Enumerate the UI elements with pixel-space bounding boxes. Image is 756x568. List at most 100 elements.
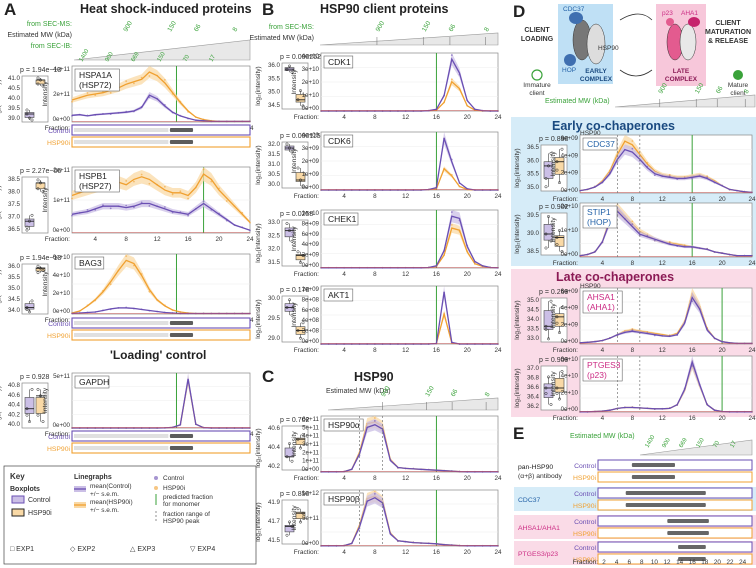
x-tick-label: 4 <box>342 271 346 278</box>
log2-axis-label: log₂(intensity) <box>0 269 2 308</box>
replicate-point <box>296 437 300 441</box>
control-point <box>653 334 656 337</box>
e-blot-label: Control <box>574 463 596 470</box>
replicate-point <box>544 185 548 189</box>
replicate-point <box>290 239 294 243</box>
y-tick-label: 2e+10 <box>561 203 579 210</box>
replicate-point <box>30 299 34 303</box>
mature-label: client <box>730 90 745 97</box>
control-point <box>435 108 438 111</box>
x-tick-label-e: 18 <box>701 559 709 566</box>
box <box>543 383 554 398</box>
x-tick-label: 20 <box>464 271 472 278</box>
replicate-point <box>288 146 291 150</box>
control-mean-line <box>579 295 752 345</box>
hsp90i-point <box>443 254 446 256</box>
hsp90i-point <box>646 162 649 164</box>
x-tick-label: 16 <box>433 475 441 482</box>
control-point <box>420 468 422 471</box>
hsp90i-point <box>140 273 143 275</box>
control-point <box>683 387 686 390</box>
control-point <box>102 204 104 207</box>
hsp90i-point <box>156 298 159 301</box>
box-tick-label: 40.6 <box>268 425 281 432</box>
e-band <box>667 531 709 535</box>
x-tick-label: 4 <box>342 549 346 556</box>
hsp90i-point <box>179 100 182 103</box>
y-tick-label: 0e+00 <box>53 308 71 315</box>
y-tick-label: 4e+10 <box>53 272 71 279</box>
ib-tick-label: 900 <box>105 51 116 63</box>
replicate-point <box>544 386 548 390</box>
mw-wedge <box>614 94 756 108</box>
client-loading-label: CLIENT <box>524 27 550 34</box>
hsp90i-point <box>171 193 174 196</box>
x-tick-label: 4 <box>601 196 605 203</box>
control-point <box>435 186 438 189</box>
replicate-point <box>39 266 42 270</box>
control-point <box>171 111 174 114</box>
legend-fraction-range: fraction range of <box>163 511 210 518</box>
control-point <box>86 311 89 314</box>
replicate-point <box>30 118 34 122</box>
box-tick-label: 39.5 <box>527 212 540 219</box>
hsp90i-point <box>631 220 634 223</box>
y-tick-label: 6e+11 <box>302 416 319 423</box>
protein-name: CDK6 <box>328 136 351 146</box>
estimated-mw: Estimated MW (kDa) <box>7 32 72 39</box>
replicate-point <box>285 533 289 537</box>
ib-tick-label: 17 <box>209 54 218 63</box>
replicate-point <box>28 420 31 424</box>
replicate-point <box>296 329 300 332</box>
box-tick-label: 29.5 <box>268 315 281 322</box>
fraction-label: Fraction: <box>294 114 319 121</box>
replicate-point <box>25 108 29 112</box>
e-row-label: pan-HSP90 <box>518 464 553 471</box>
mw-tick-label-e: 150 <box>696 437 707 449</box>
fraction-label: Fraction: <box>553 415 578 422</box>
control-point <box>601 339 604 342</box>
y-tick-label: 0e+00 <box>561 251 579 258</box>
control-point <box>202 200 205 203</box>
box-tick-label: 37.0 <box>527 365 540 372</box>
x-tick-label: 16 <box>185 236 193 243</box>
log2-axis-label: log₂(intensity) <box>0 79 2 118</box>
protein-name-box <box>323 212 359 226</box>
y-tick-label: 2e+09 <box>302 158 320 165</box>
box-tick-label: 34.0 <box>8 307 21 314</box>
protein-name: AKT1 <box>328 290 350 300</box>
hsp90i-point <box>78 310 81 312</box>
replicate-point <box>547 164 550 168</box>
x-tick-label: 12 <box>402 271 410 278</box>
e-blot-frame <box>597 553 753 565</box>
y-tick-label: 0e+00 <box>302 105 320 112</box>
hsp90i-smear <box>74 333 169 337</box>
box-tick-label: 31.5 <box>268 259 281 266</box>
y-tick-label: 4e+09 <box>561 305 579 312</box>
x-tick-label-e: 6 <box>627 559 631 566</box>
box-tick-label: 30.0 <box>268 181 281 188</box>
p23-shape <box>666 18 674 26</box>
protein-name-box <box>323 55 354 69</box>
protein-name-box <box>323 418 364 432</box>
ib-tick-label: 669 <box>131 51 142 63</box>
hsp90i-point <box>125 180 128 182</box>
fraction-label: Fraction: <box>294 475 319 482</box>
hsp90i-point <box>163 304 166 307</box>
box-tick-label: 32.5 <box>268 232 281 239</box>
legend-exp: ◇ EXP2 <box>70 546 95 553</box>
box <box>295 437 306 446</box>
protein-name-box <box>74 68 120 92</box>
hsp90i-point <box>249 221 251 224</box>
control-point <box>653 174 656 177</box>
control-point <box>458 219 461 222</box>
control-point <box>579 189 581 192</box>
control-point <box>102 112 104 115</box>
protein-name: HSP90α <box>328 420 360 430</box>
control-smear <box>74 434 169 438</box>
control-point <box>721 252 723 254</box>
hsp90i-point <box>450 78 453 81</box>
y-tick-label: 1e+10 <box>561 227 579 234</box>
y-tick-label: 2e+09 <box>561 321 579 328</box>
